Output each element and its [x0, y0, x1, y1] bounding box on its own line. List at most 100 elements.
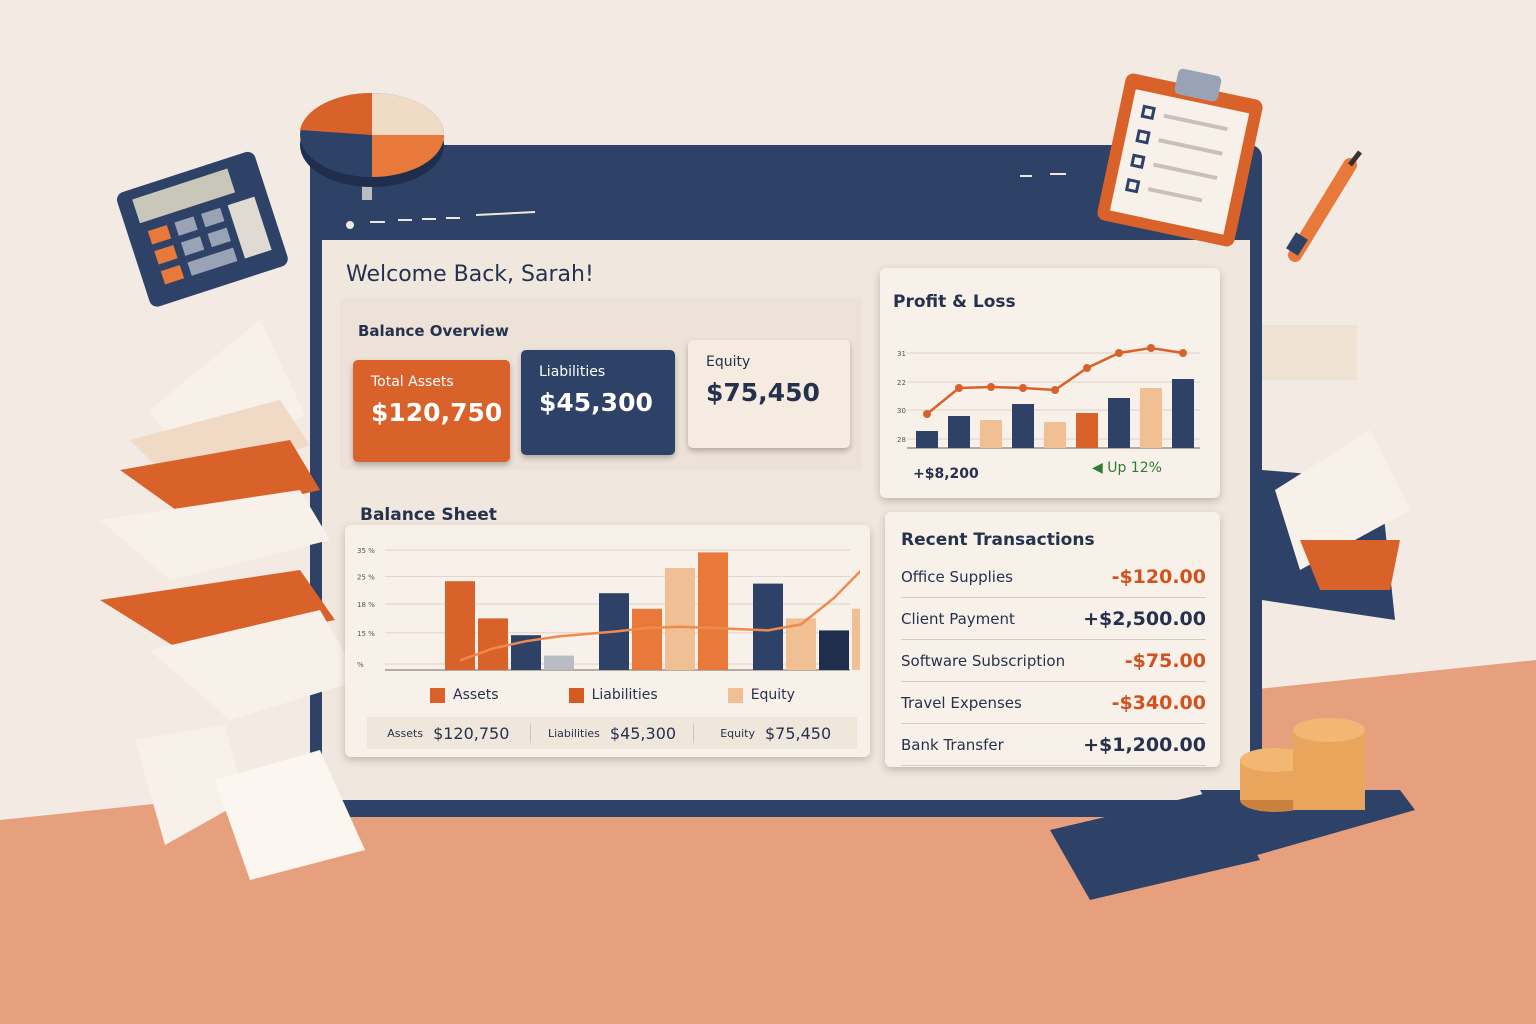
card-assets: Total Assets $120,750: [353, 360, 510, 462]
legend-swatch: [430, 687, 445, 703]
card-label: Total Assets: [371, 374, 454, 390]
summary-item: Equity $75,450: [693, 723, 857, 743]
change: +$8,200: [913, 466, 979, 482]
transaction-amount: -$120.00: [1111, 565, 1206, 588]
line-point: [955, 384, 963, 392]
legend-item: Liabilities: [568, 687, 658, 703]
y-tick-label: 25 %: [357, 573, 375, 581]
bar: [698, 552, 728, 670]
bar: [544, 655, 574, 670]
legend-item: Equity: [727, 687, 795, 703]
bar: [1076, 413, 1098, 448]
legend-item: Assets: [430, 687, 499, 703]
y-tick-label: 15 %: [357, 630, 375, 638]
card-value: $120,750: [371, 398, 503, 427]
line-point: [1019, 384, 1027, 392]
transaction-amount: -$75.00: [1124, 649, 1206, 672]
transaction-amount: -$340.00: [1111, 691, 1206, 714]
balance-overview: Balance Overview Total Assets $120,750 Li…: [340, 298, 862, 470]
bar: [753, 583, 783, 670]
summary-label: Equity: [720, 726, 755, 740]
bar: [632, 608, 662, 670]
bar: [478, 618, 508, 670]
bar: [819, 630, 849, 670]
bar: [445, 581, 475, 670]
line-point: [923, 410, 931, 418]
transaction-name: Travel Expenses: [901, 693, 1022, 712]
legend-label: Liabilities: [591, 687, 658, 703]
trend-line: [459, 569, 860, 662]
card-and-coins: [1050, 718, 1415, 900]
transaction-row: Office Supplies -$120.00: [901, 556, 1206, 598]
summary-label: Assets: [387, 726, 424, 740]
transactions-panel: Recent Transactions Office Supplies -$120…: [885, 512, 1220, 767]
bar: [1140, 388, 1162, 448]
transaction-row: Software Subscription -$75.00: [901, 640, 1206, 682]
bar: [1172, 379, 1194, 448]
transaction-row: Travel Expenses -$340.00: [901, 682, 1206, 724]
transaction-name: Office Supplies: [901, 567, 1014, 586]
line-point: [1147, 344, 1155, 352]
legend-swatch: [727, 687, 743, 703]
y-tick-label: 18 %: [357, 601, 375, 609]
legend: Assets Liabilities Equity: [430, 687, 830, 703]
papers: [100, 320, 1410, 880]
summary-label: Liabilities: [547, 726, 600, 740]
bar: [1044, 422, 1066, 448]
line-point: [1115, 349, 1123, 357]
profit-loss-chart: 31 22 30 28: [897, 344, 1200, 449]
balance-sheet-panel: 35 % 25 % 18 % 15 %% Assets Liabilities Equit…: [345, 525, 870, 757]
bar: [665, 568, 695, 670]
transaction-name: Bank Transfer: [901, 735, 1004, 754]
transaction-amount: +$1,200.00: [1083, 733, 1206, 756]
transaction-row: Client Payment +$2,500.00: [901, 598, 1206, 640]
balance-sheet-chart: 35 % 25 % 18 % 15 %%: [357, 547, 860, 671]
y-tick-label: 35 %: [357, 547, 375, 555]
y-tick-label: 30: [897, 407, 906, 415]
y-tick-label: 22: [897, 379, 906, 387]
legend-label: Assets: [453, 687, 499, 703]
bar: [1108, 398, 1130, 448]
line-point: [1051, 386, 1059, 394]
bar: [1012, 404, 1034, 448]
y-tick-label: 31: [897, 350, 906, 358]
summary-value: $75,450: [764, 723, 832, 743]
legend-swatch: [568, 687, 584, 703]
panel-title: Recent Transactions: [901, 530, 1095, 550]
card-value: $45,300: [539, 388, 653, 417]
panel-title: Profit & Loss: [893, 292, 1016, 312]
line-point: [1179, 349, 1187, 357]
summary-item: Liabilities $45,300: [529, 723, 694, 743]
transaction-name: Software Subscription: [901, 651, 1066, 670]
line-point: [1083, 364, 1091, 372]
transaction-row: Bank Transfer +$1,200.00: [901, 724, 1206, 766]
summary-value: $45,300: [609, 723, 677, 743]
card-equity: Equity $75,450: [688, 340, 850, 448]
card-label: Liabilities: [539, 364, 606, 380]
clipboard: [1097, 68, 1263, 247]
balance-sheet-title: Balance Sheet: [360, 505, 497, 525]
legend-label: Equity: [750, 687, 795, 703]
card-value: $75,450: [706, 378, 820, 407]
profit-loss-panel: Profit & Loss 31 22 30 28 +$8,200 ◀ Up 12%: [880, 268, 1220, 498]
trend-text: Up 12%: [1107, 460, 1162, 476]
trend-arrow: ◀: [1092, 460, 1108, 476]
y-tick-label: %: [357, 661, 364, 669]
card-label: Equity: [706, 354, 751, 370]
transaction-name: Client Payment: [901, 609, 1015, 628]
trend: ◀ Up 12%: [1092, 460, 1162, 476]
calculator: [116, 151, 288, 307]
dot: [346, 221, 354, 229]
pie-stand: [300, 92, 444, 200]
welcome-title: Welcome Back, Sarah!: [346, 262, 594, 287]
transaction-amount: +$2,500.00: [1083, 607, 1206, 630]
summary-item: Assets $120,750: [367, 724, 530, 743]
line-point: [987, 383, 995, 391]
bar: [852, 608, 860, 670]
y-tick-label: 28: [897, 436, 906, 444]
top-bar-icons: [370, 173, 1066, 223]
card-liabilities: Liabilities $45,300: [521, 350, 675, 455]
bar: [916, 431, 938, 448]
